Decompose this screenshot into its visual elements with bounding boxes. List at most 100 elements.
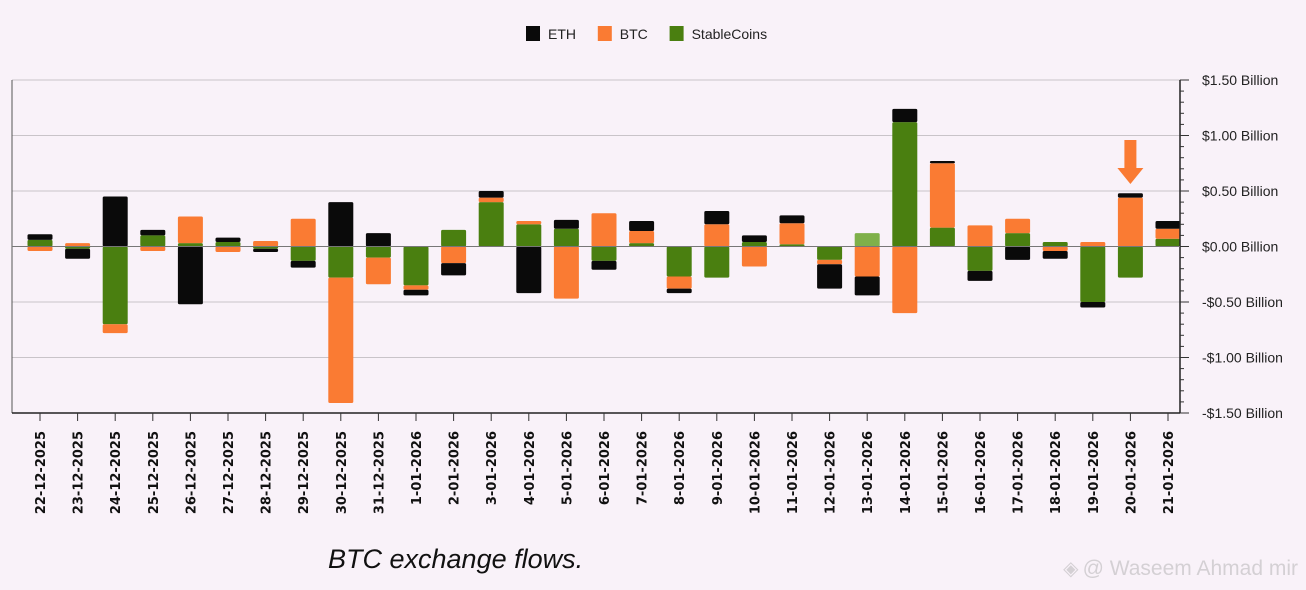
bar-btc-5-01-2026 bbox=[553, 246, 579, 299]
bar-btc-14-01-2026 bbox=[892, 246, 918, 314]
bar-btc-11-01-2026 bbox=[779, 223, 805, 245]
legend-swatch-stablecoins bbox=[669, 26, 684, 41]
x-tick-label: 11-01-2026 bbox=[786, 431, 801, 514]
bar-stablecoins-11-01-2026 bbox=[779, 244, 805, 247]
bar-stablecoins-8-01-2026 bbox=[666, 246, 692, 277]
bar-stablecoins-14-01-2026 bbox=[892, 122, 918, 247]
x-tick-label: 29-12-2025 bbox=[297, 431, 312, 514]
bar-eth-15-01-2026 bbox=[929, 161, 955, 164]
bar-stablecoins-3-01-2026 bbox=[478, 202, 504, 247]
x-tick-label: 8-01-2026 bbox=[673, 431, 688, 505]
bar-eth-25-12-2025 bbox=[140, 229, 166, 236]
bar-btc-15-01-2026 bbox=[929, 163, 955, 228]
x-tick-label: 12-01-2026 bbox=[824, 431, 839, 514]
x-tick-label: 2-01-2026 bbox=[448, 431, 463, 505]
bar-btc-28-12-2025 bbox=[253, 240, 279, 247]
x-tick-label: 27-12-2025 bbox=[222, 431, 237, 514]
y-tick-label: -$0.50 Billion bbox=[1202, 294, 1283, 310]
bar-eth-5-01-2026 bbox=[553, 219, 579, 229]
x-tick-label: 31-12-2025 bbox=[372, 431, 387, 514]
bar-stablecoins-27-12-2025 bbox=[215, 242, 241, 247]
y-tick-labels: $1.50 Billion $1.00 Billion $0.50 Billion $… bbox=[1202, 72, 1283, 421]
x-tick-label: 28-12-2025 bbox=[260, 431, 275, 514]
bar-btc-19-01-2026 bbox=[1080, 242, 1106, 247]
x-tick-label: 1-01-2026 bbox=[410, 431, 425, 505]
watermark-text: @ Waseem Ahmad mir bbox=[1082, 557, 1298, 580]
bar-btc-26-12-2025 bbox=[177, 216, 203, 244]
bar-stablecoins-20-01-2026 bbox=[1117, 246, 1143, 278]
bar-stablecoins-9-01-2026 bbox=[704, 246, 730, 278]
bar-btc-30-12-2025 bbox=[328, 277, 354, 404]
y-tick-label: $1.50 Billion bbox=[1202, 72, 1278, 88]
bar-btc-18-01-2026 bbox=[1042, 246, 1068, 251]
bar-stablecoins-10-01-2026 bbox=[741, 242, 767, 247]
bar-btc-9-01-2026 bbox=[704, 224, 730, 247]
bar-stablecoins-2-01-2026 bbox=[441, 229, 467, 247]
bar-stablecoins-29-12-2025 bbox=[290, 246, 316, 261]
bar-stablecoins-25-12-2025 bbox=[140, 235, 166, 247]
x-tick-label: 14-01-2026 bbox=[899, 431, 914, 514]
legend-label-btc: BTC bbox=[620, 26, 648, 42]
y-tick-label: $1.00 Billion bbox=[1202, 128, 1278, 144]
bar-eth-17-01-2026 bbox=[1005, 246, 1031, 260]
bar-eth-7-01-2026 bbox=[629, 220, 655, 231]
x-tick-label: 13-01-2026 bbox=[861, 431, 876, 514]
watermark: ◈ @ Waseem Ahmad mir bbox=[1063, 556, 1298, 581]
bar-eth-22-12-2025 bbox=[27, 234, 53, 240]
bar-eth-8-01-2026 bbox=[666, 288, 692, 294]
bar-stablecoins-13-01-2026 bbox=[854, 233, 880, 247]
bar-btc-25-12-2025 bbox=[140, 246, 166, 251]
bar-btc-12-01-2026 bbox=[817, 259, 843, 265]
bar-stablecoins-18-01-2026 bbox=[1042, 242, 1068, 247]
bar-stablecoins-1-01-2026 bbox=[403, 246, 429, 286]
bar-eth-23-12-2025 bbox=[65, 248, 91, 259]
x-tick-label: 21-01-2026 bbox=[1162, 431, 1177, 514]
bar-eth-12-01-2026 bbox=[817, 264, 843, 289]
bar-eth-4-01-2026 bbox=[516, 246, 542, 294]
bar-stablecoins-19-01-2026 bbox=[1080, 246, 1106, 302]
bar-btc-31-12-2025 bbox=[365, 257, 391, 285]
bar-eth-24-12-2025 bbox=[102, 196, 128, 247]
bar-eth-13-01-2026 bbox=[854, 276, 880, 296]
x-tick-label: 17-01-2026 bbox=[1012, 431, 1027, 514]
chart-legend: ETH BTC StableCoins bbox=[526, 26, 767, 42]
bar-eth-30-12-2025 bbox=[328, 202, 354, 247]
x-tick-label: 15-01-2026 bbox=[936, 431, 951, 514]
annotations bbox=[1117, 140, 1144, 184]
bar-btc-20-01-2026 bbox=[1117, 197, 1143, 247]
y-tick-label: -$1.00 Billion bbox=[1202, 350, 1283, 366]
bar-stablecoins-15-01-2026 bbox=[929, 227, 955, 247]
y-tick-label: $0.00 Billion bbox=[1202, 239, 1278, 255]
bar-stablecoins-5-01-2026 bbox=[553, 228, 579, 247]
bar-btc-24-12-2025 bbox=[102, 324, 128, 334]
x-tick-label: 26-12-2025 bbox=[184, 431, 199, 514]
bar-btc-7-01-2026 bbox=[629, 230, 655, 244]
bar-eth-1-01-2026 bbox=[403, 289, 429, 296]
x-tick-label: 16-01-2026 bbox=[974, 431, 989, 514]
x-tick-label: 9-01-2026 bbox=[711, 431, 726, 505]
bar-eth-21-01-2026 bbox=[1155, 220, 1181, 229]
bar-stablecoins-4-01-2026 bbox=[516, 224, 542, 247]
legend-label-stablecoins: StableCoins bbox=[692, 26, 768, 42]
bar-btc-8-01-2026 bbox=[666, 276, 692, 289]
bar-stablecoins-7-01-2026 bbox=[629, 243, 655, 247]
bar-btc-27-12-2025 bbox=[215, 246, 241, 253]
bar-eth-6-01-2026 bbox=[591, 260, 617, 270]
bar-eth-26-12-2025 bbox=[177, 246, 203, 305]
bar-eth-14-01-2026 bbox=[892, 108, 918, 123]
bar-stablecoins-31-12-2025 bbox=[365, 246, 391, 258]
bar-btc-4-01-2026 bbox=[516, 220, 542, 225]
bar-btc-17-01-2026 bbox=[1005, 218, 1031, 234]
binance-logo-icon: ◈ bbox=[1063, 558, 1079, 580]
bar-stablecoins-21-01-2026 bbox=[1155, 238, 1181, 247]
bar-btc-22-12-2025 bbox=[27, 246, 53, 251]
legend-swatch-btc bbox=[597, 26, 612, 41]
legend-label-eth: ETH bbox=[548, 26, 576, 42]
bar-btc-2-01-2026 bbox=[441, 246, 467, 264]
bar-btc-21-01-2026 bbox=[1155, 228, 1181, 239]
bar-eth-10-01-2026 bbox=[741, 235, 767, 243]
bars bbox=[27, 108, 1181, 404]
bar-stablecoins-12-01-2026 bbox=[817, 246, 843, 260]
bar-btc-6-01-2026 bbox=[591, 213, 617, 247]
